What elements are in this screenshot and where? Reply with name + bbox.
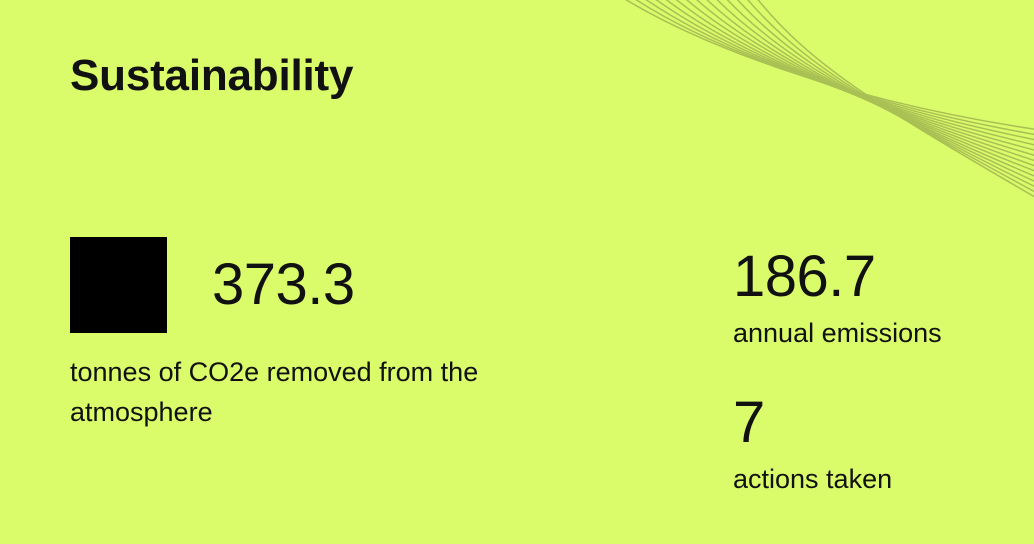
black-square-logo-icon xyxy=(70,237,167,333)
panel-title: Sustainability xyxy=(70,51,354,100)
wave-line xyxy=(706,0,1034,172)
wave-line xyxy=(747,0,1034,193)
annual-emissions-label: annual emissions xyxy=(733,318,942,348)
wave-line xyxy=(716,0,1034,177)
wave-line xyxy=(736,0,1034,188)
wave-line xyxy=(685,0,1034,162)
wave-line xyxy=(726,0,1034,182)
wave-line xyxy=(757,0,1034,198)
co2e-removed-value: 373.3 xyxy=(212,252,355,317)
actions-taken-label: actions taken xyxy=(733,464,893,494)
wave-line xyxy=(665,0,1034,151)
wave-line xyxy=(645,0,1034,141)
wave-line xyxy=(655,0,1034,146)
wave-line xyxy=(625,0,1034,130)
co2e-removed-caption: tonnes of CO2e removed from the atmosphe… xyxy=(70,357,479,427)
annual-emissions-value: 186.7 xyxy=(733,244,876,309)
wave-line xyxy=(696,0,1034,167)
actions-taken-value: 7 xyxy=(733,390,765,455)
wave-line xyxy=(635,0,1034,136)
wave-line xyxy=(675,0,1034,156)
